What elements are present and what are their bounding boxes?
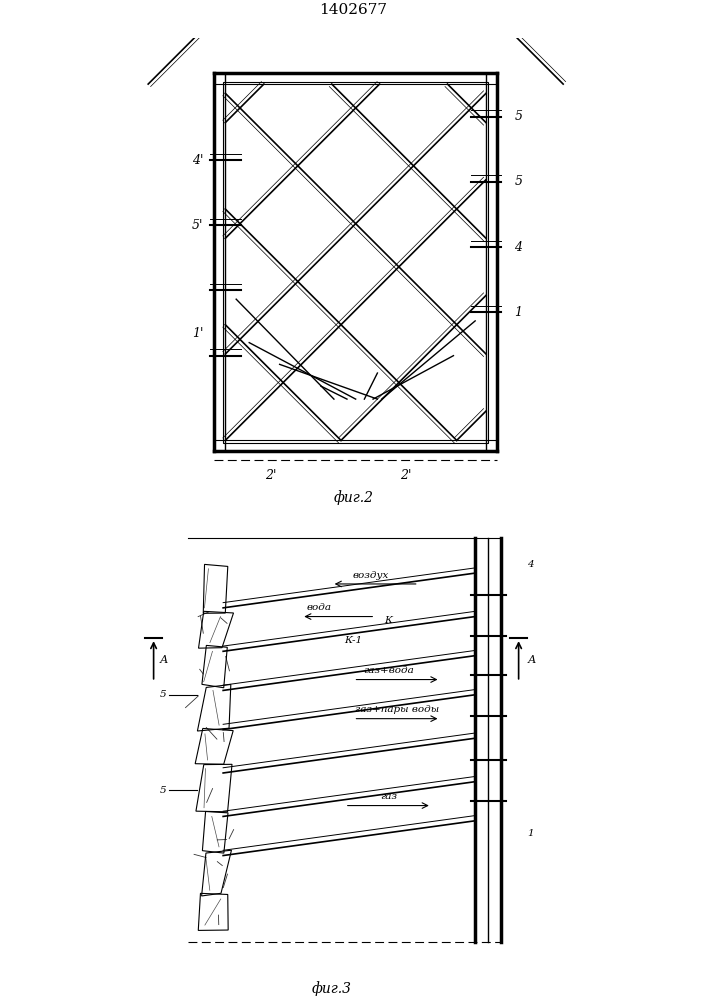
Text: А: А	[527, 655, 536, 665]
Text: газ+пары воды: газ+пары воды	[355, 705, 439, 714]
Text: 5: 5	[160, 786, 167, 795]
Text: 2': 2'	[400, 469, 411, 482]
Text: вода: вода	[306, 603, 332, 612]
Text: фиг.2: фиг.2	[334, 490, 373, 505]
Text: 2': 2'	[265, 469, 276, 482]
Text: 5': 5'	[192, 219, 204, 232]
Text: 1: 1	[514, 306, 522, 319]
Text: 4': 4'	[192, 154, 204, 167]
Text: 5: 5	[514, 110, 522, 123]
Text: фиг.3: фиг.3	[312, 982, 352, 996]
Text: А: А	[160, 655, 168, 665]
Text: К: К	[385, 616, 392, 625]
Text: газ+вода: газ+вода	[363, 666, 414, 675]
Text: 4: 4	[527, 560, 534, 569]
Text: 4: 4	[514, 241, 522, 254]
Text: 1402677: 1402677	[320, 3, 387, 17]
Text: газ: газ	[380, 792, 397, 801]
Text: 5: 5	[160, 690, 167, 699]
Text: воздух: воздух	[353, 571, 389, 580]
Text: 1': 1'	[192, 327, 204, 340]
Text: 1: 1	[527, 829, 534, 838]
Text: К-1: К-1	[344, 636, 363, 645]
Text: 5: 5	[514, 175, 522, 188]
